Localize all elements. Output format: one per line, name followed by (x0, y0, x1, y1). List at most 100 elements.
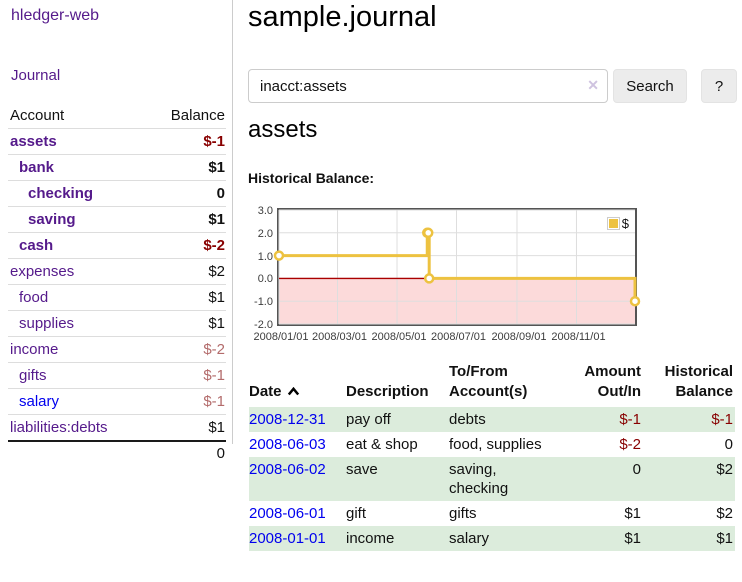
register-row: 2008-06-02 save saving, checking 0 $2 (249, 457, 735, 501)
y-tick-label: 1.0 (257, 250, 273, 263)
account-balance: $-1 (146, 388, 226, 415)
clear-search-icon[interactable]: ✕ (587, 77, 599, 93)
accounts-total-value: 0 (146, 440, 226, 465)
register-header-accounts: To/From Account(s) (449, 363, 528, 400)
register-header-balance: Historical Balance (664, 363, 733, 400)
data-point-marker (423, 273, 435, 284)
account-balance: $1 (146, 310, 226, 337)
account-row: liabilities:debts $1 (8, 414, 226, 441)
sidebar-account-checking[interactable]: checking (28, 185, 94, 202)
sort-asc-icon (287, 386, 299, 396)
account-balance: $-2 (146, 232, 226, 259)
transaction-amount: $1 (624, 505, 641, 522)
x-tick-label: 2008/07/01 (430, 331, 487, 343)
transaction-description: eat & shop (346, 436, 418, 453)
chart-title: Historical Balance: (248, 170, 375, 186)
x-tick-label: 2008/11/01 (551, 331, 606, 343)
account-row: saving $1 (8, 206, 226, 233)
register-header-description: Description (346, 383, 429, 400)
y-tick-label: -2.0 (254, 319, 273, 331)
accounts-header-balance: Balance (170, 107, 225, 124)
transaction-balance: $2 (716, 505, 733, 522)
page-title: sample.journal (248, 1, 437, 33)
account-row: food $1 (8, 284, 226, 311)
transaction-accounts: gifts (449, 505, 477, 522)
search-bar: ✕ Search ? (248, 69, 737, 103)
transaction-description: save (346, 457, 449, 501)
sidebar-item-journal[interactable]: Journal (11, 67, 61, 84)
register-header-date[interactable]: Date (249, 360, 346, 407)
account-row: assets $-1 (8, 128, 226, 155)
account-row: expenses $2 (8, 258, 226, 285)
transaction-balance: $-1 (643, 407, 735, 432)
transaction-balance: $1 (643, 526, 735, 551)
transaction-date-link[interactable]: 2008-06-01 (249, 505, 326, 522)
x-tick-label: 2008/01/01 (253, 331, 309, 343)
transaction-balance: $2 (643, 457, 735, 501)
account-row: bank $1 (8, 154, 226, 181)
register-table: Date Description To/From Account(s) Amou… (249, 360, 735, 551)
account-row: salary $-1 (8, 388, 226, 415)
sidebar: hledger-web Journal Account Balance asse… (0, 0, 233, 465)
account-row: income $-2 (8, 336, 226, 363)
chart-legend: $ (605, 215, 630, 232)
account-balance: $-2 (146, 336, 226, 363)
sidebar-account-food[interactable]: food (19, 289, 49, 306)
data-point-marker (273, 250, 285, 261)
transaction-date-link[interactable]: 2008-06-02 (249, 461, 326, 478)
transaction-balance: 0 (724, 436, 733, 453)
x-tick-label: 2008/03/01 (311, 331, 368, 343)
x-tick-label: 2008/05/01 (371, 331, 427, 343)
register-row: 2008-01-01 income salary $1 $1 (249, 526, 735, 551)
account-balance: $-1 (146, 362, 226, 389)
transaction-amount: 0 (561, 457, 643, 501)
search-button[interactable]: Search (613, 69, 687, 103)
sidebar-account-bank[interactable]: bank (19, 159, 55, 176)
app-title-link[interactable]: hledger-web (11, 7, 100, 24)
transaction-description: pay off (346, 407, 449, 432)
sidebar-account-gifts[interactable]: gifts (19, 367, 47, 384)
account-row: supplies $1 (8, 310, 226, 337)
help-button[interactable]: ? (701, 69, 737, 103)
transaction-date-link[interactable]: 2008-01-01 (249, 530, 326, 547)
register-row: 2008-12-31 pay off debts $-1 $-1 (249, 407, 735, 432)
transaction-date-link[interactable]: 2008-12-31 (249, 411, 326, 428)
y-tick-label: -1.0 (254, 296, 273, 309)
account-balance: $1 (146, 206, 226, 233)
transaction-description: income (346, 526, 449, 551)
chart-plot-area[interactable] (273, 209, 641, 325)
sidebar-account-supplies[interactable]: supplies (19, 315, 75, 332)
accounts-table: Account Balance assets $-1 bank $1 checking 0… (8, 103, 226, 465)
register-header-amount: Amount Out/In (584, 363, 641, 400)
accounts-header-row: Account Balance (8, 103, 226, 129)
account-row: checking 0 (8, 180, 226, 207)
account-balance: $1 (146, 284, 226, 311)
sidebar-account-cash[interactable]: cash (19, 237, 54, 254)
y-tick-label: 3.0 (257, 205, 273, 217)
transaction-amount: $1 (561, 526, 643, 551)
account-balance: $2 (146, 258, 226, 285)
historical-balance-chart[interactable]: 3.0 2.0 1.0 0.0 -1.0 -2.0 2008/01/01 2008/03/0… (253, 205, 641, 343)
transaction-amount: $-1 (561, 407, 643, 432)
sidebar-account-expenses[interactable]: expenses (10, 263, 75, 280)
register-header-date-label: Date (249, 383, 282, 400)
sidebar-account-saving[interactable]: saving (28, 211, 76, 228)
transaction-amount: $-2 (619, 436, 641, 453)
x-tick-label: 2008/09/01 (491, 331, 547, 343)
account-balance: $-1 (146, 128, 226, 155)
sidebar-account-assets[interactable]: assets (10, 133, 57, 150)
sidebar-account-liabilities-debts[interactable]: liabilities:debts (10, 419, 108, 436)
data-point-marker (629, 295, 641, 307)
transaction-description: gift (346, 505, 367, 522)
accounts-header-account: Account (10, 107, 65, 124)
legend-label: $ (621, 216, 629, 231)
search-input[interactable] (248, 69, 608, 103)
sidebar-account-salary[interactable]: salary (19, 393, 60, 410)
transaction-accounts: saving, checking (449, 457, 561, 501)
account-balance: 0 (146, 180, 226, 207)
y-tick-label: 2.0 (257, 227, 273, 240)
account-row: cash $-2 (8, 232, 226, 259)
transaction-date-link[interactable]: 2008-06-03 (249, 436, 326, 453)
sidebar-account-income[interactable]: income (10, 341, 59, 358)
accounts-total-spacer (8, 440, 147, 465)
